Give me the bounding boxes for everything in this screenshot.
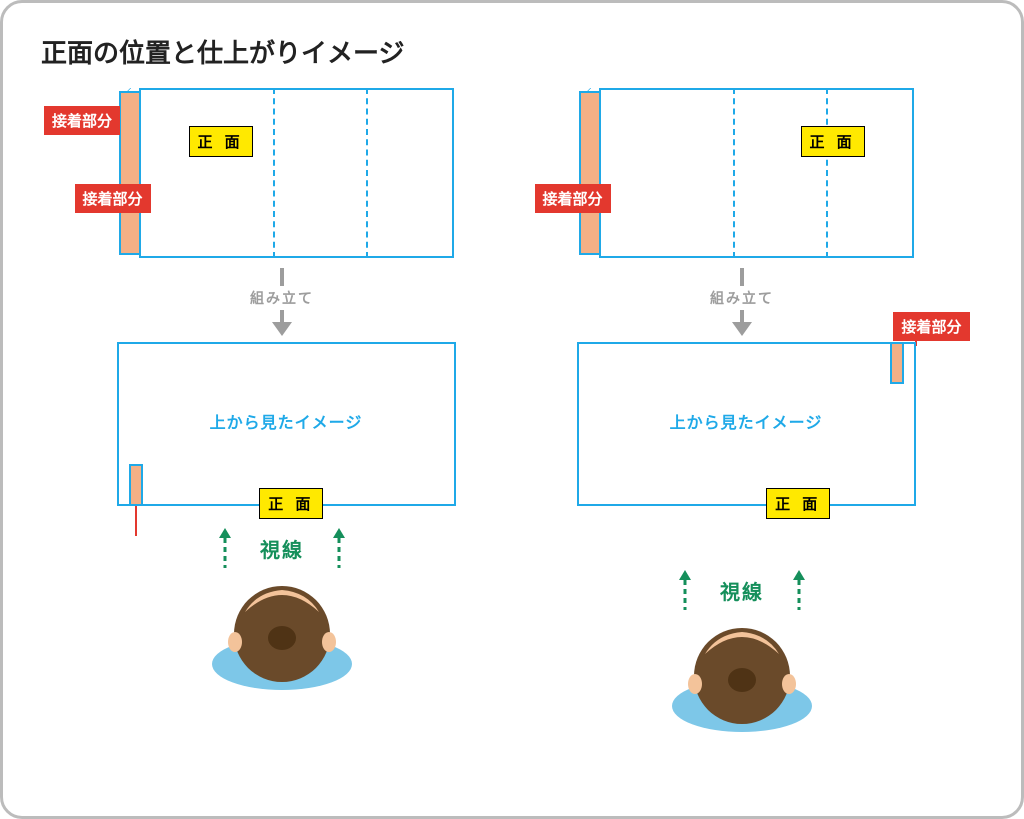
fold-line (366, 88, 368, 258)
page-title: 正面の位置と仕上がりイメージ (41, 33, 987, 70)
variant-left: 正 面 接着部分 組み立て 上から見たイメージ 正 面 接着部分 視線 (82, 88, 482, 732)
topview-label: 上から見たイメージ (119, 409, 454, 433)
topview-box-right: 上から見たイメージ 正 面 (577, 342, 916, 506)
flat-template-right: 正 面 接着部分 (579, 88, 914, 258)
seam-pointer (135, 506, 137, 536)
gaze-row: 視線 (218, 528, 346, 568)
arrow-down-icon (271, 310, 293, 336)
assemble-arrow: 組み立て (710, 268, 774, 336)
front-tag: 正 面 (189, 126, 253, 157)
adhesive-tag: 接着部分 (75, 184, 151, 213)
adhesive-tag: 接着部分 (44, 106, 120, 135)
fold-line (733, 88, 735, 258)
arrow-stem-icon (734, 268, 750, 286)
arrow-down-icon (731, 310, 753, 336)
seam-marker (129, 464, 143, 506)
gaze-label: 視線 (720, 576, 764, 605)
gaze-arrow-icon (792, 570, 806, 610)
gaze-arrow-icon (332, 528, 346, 568)
flat-outline (139, 88, 454, 258)
adhesive-tag: 接着部分 (535, 184, 611, 213)
seam-marker (890, 342, 904, 384)
person-head-icon (207, 572, 357, 690)
topview-box-left: 上から見たイメージ 正 面 (117, 342, 456, 506)
person-head-icon (667, 614, 817, 732)
front-tag: 正 面 (801, 126, 865, 157)
topview-label: 上から見たイメージ (579, 409, 914, 433)
gaze-arrow-icon (218, 528, 232, 568)
flap-outline (119, 91, 141, 255)
topview-wrap-right: 接着部分 上から見たイメージ 正 面 (569, 342, 916, 506)
diagram-frame: 正面の位置と仕上がりイメージ 正 面 接着部分 組み立て 上から見たイメージ (0, 0, 1024, 819)
front-tag: 正 面 (259, 488, 323, 519)
flat-outline (599, 88, 914, 258)
fold-line (826, 88, 828, 258)
flap-outline (579, 91, 601, 255)
gaze-row: 視線 (678, 570, 806, 610)
assemble-label: 組み立て (710, 288, 774, 308)
flat-template-left: 正 面 接着部分 (119, 88, 454, 258)
variant-right: 正 面 接着部分 組み立て 接着部分 上から見たイメージ 正 面 (542, 88, 942, 732)
assemble-arrow: 組み立て (250, 268, 314, 336)
adhesive-tag: 接着部分 (893, 312, 969, 341)
gaze-arrow-icon (678, 570, 692, 610)
arrow-stem-icon (274, 268, 290, 286)
columns: 正 面 接着部分 組み立て 上から見たイメージ 正 面 接着部分 視線 (37, 88, 987, 732)
gaze-label: 視線 (260, 534, 304, 563)
fold-line (273, 88, 275, 258)
front-tag: 正 面 (766, 488, 830, 519)
assemble-label: 組み立て (250, 288, 314, 308)
